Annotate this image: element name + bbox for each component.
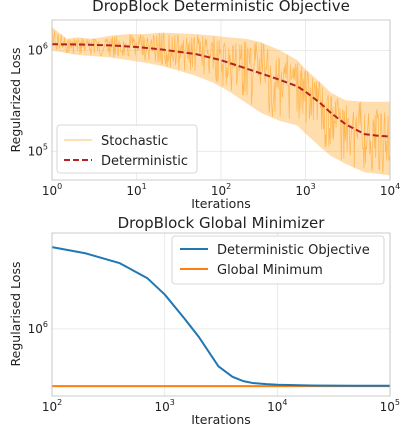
bottom-x-tick-label: 105 [380,398,400,414]
top-chart-title: DropBlock Deterministic Objective [92,0,350,15]
top-x-tick-labels: 100 101 102 103 104 [42,182,400,198]
bottom-x-tick-label: 102 [42,398,62,414]
bottom-y-tick-label: 106 [28,320,48,336]
bottom-legend-box [171,235,385,285]
legend-label-stochastic: Stochastic [101,134,168,149]
top-y-tick-label: 105 [28,142,48,158]
top-y-tick-label: 106 [28,41,48,57]
top-legend: Stochastic Deterministic [56,124,198,174]
top-y-axis-label: Regularized Loss [8,48,23,153]
top-x-tick-label: 103 [295,182,315,198]
top-x-tick-label: 101 [126,182,146,198]
bottom-x-axis-label: Iterations [191,412,251,427]
top-stochastic-band [51,27,391,176]
bottom-x-tick-label: 104 [267,398,287,414]
top-x-tick-label: 104 [380,182,400,198]
bottom-plot-frame [51,232,391,397]
top-plot-frame [51,19,391,181]
top-chart: DropBlock Deterministic Objective 100 101… [8,0,400,211]
bottom-chart-title: DropBlock Global Minimizer [118,214,326,232]
top-x-tick-label: 100 [42,182,62,198]
bottom-x-tick-label: 103 [154,398,174,414]
legend-label-global-minimum: Global Minimum [217,263,323,278]
series-line-stochastic [51,27,391,174]
top-series-lines [51,43,391,138]
series-line-deterministic-objective [51,246,390,387]
bottom-legend: Deterministic Objective Global Minimum [171,235,385,285]
bottom-y-axis-label: Regularised Loss [8,262,23,367]
bottom-chart: DropBlock Global Minimizer 102 103 104 105 … [8,214,400,427]
top-x-tick-label: 102 [211,182,231,198]
bottom-series-lines [51,246,390,388]
top-y-tick-labels: 106 105 [28,41,48,158]
legend-label-deterministic-objective: Deterministic Objective [217,243,370,258]
bottom-y-tick-labels: 106 [28,320,48,336]
series-line-deterministic [51,43,391,138]
bottom-x-tick-labels: 102 103 104 105 [42,398,400,414]
top-x-axis-label: Iterations [191,196,251,211]
legend-label-deterministic: Deterministic [101,154,188,169]
